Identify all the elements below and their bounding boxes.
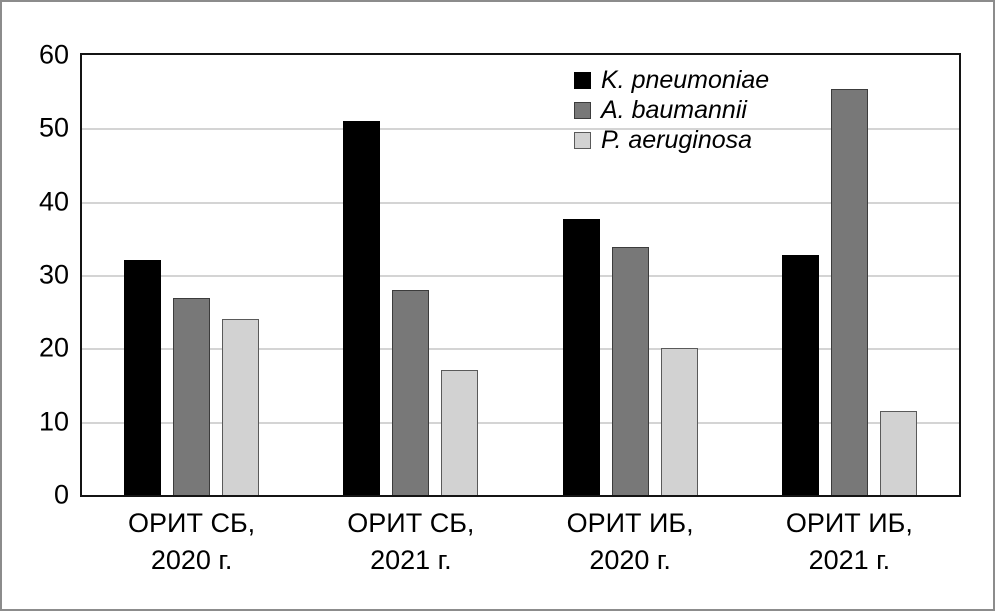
legend-row-a-baumannii: A. baumannii: [574, 95, 769, 125]
bar-k-pneumoniae-group2: [343, 121, 381, 495]
bar-a-baumannii-group4: [830, 88, 868, 495]
y-tick-60: 60: [38, 39, 69, 70]
legend-row-p-aeruginosa: P. aeruginosa: [574, 125, 769, 155]
bar-a-baumannii-group3: [611, 247, 649, 495]
x-category-line: ОРИТ СБ,: [347, 508, 475, 538]
x-category-1: ОРИТ СБ, 2020 г.: [72, 505, 312, 579]
legend-swatch-icon: [574, 131, 591, 149]
bar-k-pneumoniae-group3: [562, 219, 600, 495]
bar-k-pneumoniae-group4: [781, 255, 819, 495]
legend-label: P. aeruginosa: [601, 125, 753, 154]
bar-p-aeruginosa-group2: [441, 370, 479, 495]
x-category-line: ОРИТ ИБ,: [566, 508, 694, 538]
gridline-y-50: [82, 128, 959, 131]
bar-p-aeruginosa-group4: [879, 411, 917, 495]
y-tick-0: 0: [53, 479, 69, 510]
gridline-y-30: [82, 275, 959, 277]
legend-swatch-icon: [574, 101, 591, 119]
gridline-y-20: [82, 348, 959, 351]
legend: K. pneumoniae A. baumannii P. aeruginosa: [574, 65, 769, 155]
legend-label: K. pneumoniae: [601, 65, 770, 94]
legend-swatch-icon: [574, 71, 591, 89]
bar-k-pneumoniae-group1: [124, 260, 162, 495]
plot-area: [80, 53, 961, 497]
y-tick-50: 50: [38, 112, 69, 143]
gridline-y-10: [82, 421, 959, 424]
x-category-4: ОРИТ ИБ, 2021 г.: [729, 505, 969, 579]
x-category-line: ОРИТ ИБ,: [785, 508, 913, 538]
legend-row-k-pneumoniae: K. pneumoniae: [574, 65, 769, 95]
bar-a-baumannii-group2: [392, 289, 430, 495]
x-category-3: ОРИТ ИБ, 2020 г.: [510, 505, 750, 579]
x-category-line: 2021 г.: [370, 545, 452, 575]
x-category-line: 2020 г.: [150, 545, 233, 575]
y-tick-10: 10: [38, 406, 69, 437]
bar-a-baumannii-group1: [173, 298, 211, 495]
gridline-y-40: [82, 201, 959, 204]
x-category-line: 2020 г.: [589, 545, 671, 575]
y-tick-20: 20: [38, 332, 69, 363]
x-category-line: ОРИТ СБ,: [128, 508, 256, 538]
x-category-line: 2021 г.: [808, 545, 891, 575]
y-tick-40: 40: [38, 186, 69, 217]
legend-label: A. baumannii: [601, 95, 747, 124]
bar-p-aeruginosa-group1: [222, 319, 260, 495]
y-tick-30: 30: [38, 259, 69, 290]
bar-p-aeruginosa-group3: [660, 348, 698, 495]
x-category-2: ОРИТ СБ, 2021 г.: [291, 505, 531, 579]
